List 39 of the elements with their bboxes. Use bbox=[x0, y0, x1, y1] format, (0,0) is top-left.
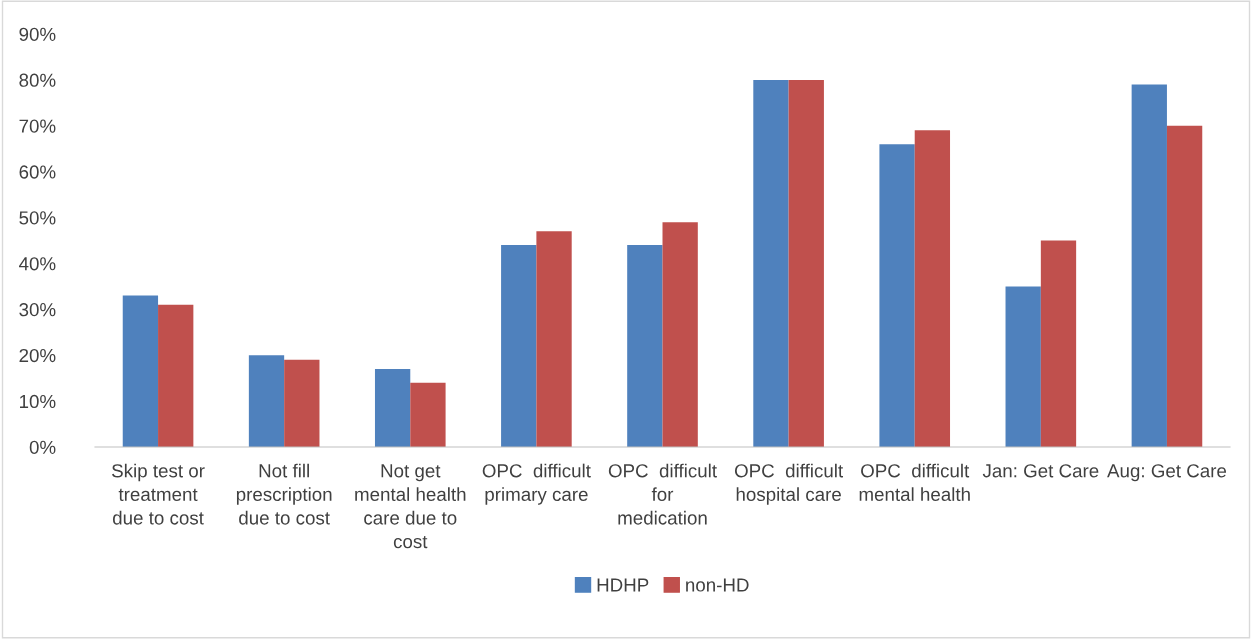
bar bbox=[1005, 286, 1041, 447]
bar bbox=[1166, 125, 1203, 447]
legend-label: HDHP bbox=[597, 578, 649, 592]
bar bbox=[122, 295, 159, 447]
x-tick-label: OPC difficult for medication bbox=[608, 463, 717, 525]
x-tick-label: OPC difficult hospital care bbox=[734, 463, 844, 505]
x-tick-label: Aug: Get Care bbox=[1107, 464, 1227, 482]
bar bbox=[374, 368, 411, 447]
y-tick-label: 50% bbox=[19, 211, 56, 225]
y-tick-label: 80% bbox=[19, 73, 56, 87]
bar bbox=[248, 355, 285, 447]
y-tick-label: 0% bbox=[29, 440, 56, 454]
y-tick-label: 30% bbox=[19, 303, 56, 317]
bar bbox=[501, 245, 537, 447]
x-tick-label: Not get mental health care due to cost bbox=[355, 464, 466, 549]
bar bbox=[536, 231, 572, 447]
x-tick-label: Skip test or treatment due to cost bbox=[112, 463, 205, 525]
bar bbox=[879, 144, 915, 447]
bar bbox=[410, 382, 446, 447]
y-tick-label: 10% bbox=[20, 394, 56, 409]
y-tick-label: 40% bbox=[19, 257, 56, 271]
bar bbox=[788, 79, 824, 447]
bar bbox=[1040, 240, 1077, 447]
bar bbox=[662, 222, 698, 447]
bar bbox=[753, 79, 789, 447]
y-tick-label: 70% bbox=[19, 119, 56, 133]
bar bbox=[914, 130, 951, 447]
x-tick-label: OPC difficult mental health bbox=[859, 463, 970, 502]
y-tick-label: 90% bbox=[19, 27, 56, 41]
legend-label: non-HD bbox=[686, 578, 749, 592]
bar bbox=[627, 245, 663, 447]
y-tick-label: 20% bbox=[19, 348, 56, 363]
x-tick-label: OPC difficult primary care bbox=[482, 463, 591, 505]
x-tick-label: Jan: Get Care bbox=[982, 464, 1099, 478]
y-tick-label: 60% bbox=[19, 165, 56, 179]
bar bbox=[158, 304, 194, 447]
bar bbox=[1131, 84, 1167, 447]
x-tick-label: Not fill prescription due to cost bbox=[236, 463, 332, 525]
bar bbox=[284, 359, 320, 447]
